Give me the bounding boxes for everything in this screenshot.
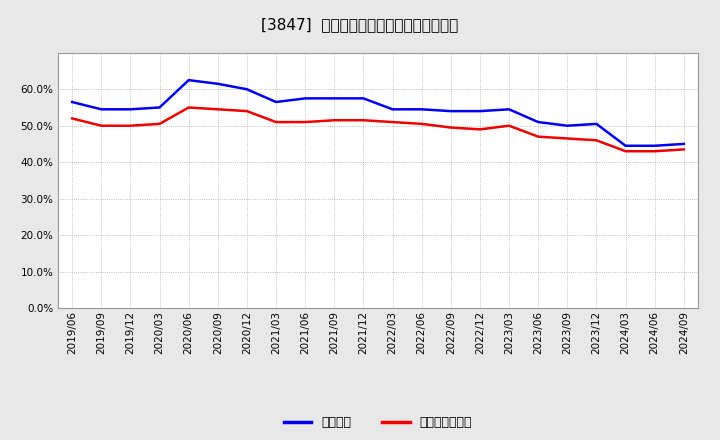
固定長期適合率 bbox=[563, 136, 572, 141]
固定比率 bbox=[213, 81, 222, 86]
固定比率 bbox=[301, 96, 310, 101]
固定比率 bbox=[68, 99, 76, 105]
Line: 固定長期適合率: 固定長期適合率 bbox=[72, 107, 684, 151]
固定比率 bbox=[446, 109, 455, 114]
固定長期適合率 bbox=[243, 109, 251, 114]
固定長期適合率 bbox=[97, 123, 106, 128]
固定比率 bbox=[156, 105, 164, 110]
固定長期適合率 bbox=[592, 138, 600, 143]
固定比率 bbox=[563, 123, 572, 128]
固定比率 bbox=[359, 96, 368, 101]
固定長期適合率 bbox=[476, 127, 485, 132]
固定長期適合率 bbox=[184, 105, 193, 110]
固定比率 bbox=[243, 87, 251, 92]
固定長期適合率 bbox=[156, 121, 164, 127]
固定比率 bbox=[126, 106, 135, 112]
固定長期適合率 bbox=[388, 119, 397, 125]
Legend: 固定比率, 固定長期適合率: 固定比率, 固定長期適合率 bbox=[279, 411, 477, 434]
固定長期適合率 bbox=[650, 149, 659, 154]
固定長期適合率 bbox=[271, 119, 280, 125]
固定長期適合率 bbox=[680, 147, 688, 152]
固定長期適合率 bbox=[359, 117, 368, 123]
固定比率 bbox=[388, 106, 397, 112]
固定比率 bbox=[534, 119, 543, 125]
固定長期適合率 bbox=[330, 117, 338, 123]
固定長期適合率 bbox=[621, 149, 630, 154]
固定比率 bbox=[97, 106, 106, 112]
固定長期適合率 bbox=[446, 125, 455, 130]
固定長期適合率 bbox=[126, 123, 135, 128]
固定比率 bbox=[330, 96, 338, 101]
固定比率 bbox=[680, 141, 688, 147]
固定長期適合率 bbox=[301, 119, 310, 125]
固定長期適合率 bbox=[213, 106, 222, 112]
固定長期適合率 bbox=[418, 121, 426, 127]
固定比率 bbox=[650, 143, 659, 148]
固定比率 bbox=[184, 77, 193, 83]
固定長期適合率 bbox=[534, 134, 543, 139]
固定比率 bbox=[418, 106, 426, 112]
Line: 固定比率: 固定比率 bbox=[72, 80, 684, 146]
Text: [3847]  固定比率、固定長期適合率の推移: [3847] 固定比率、固定長期適合率の推移 bbox=[261, 18, 459, 33]
固定長期適合率 bbox=[505, 123, 513, 128]
固定長期適合率 bbox=[68, 116, 76, 121]
固定比率 bbox=[271, 99, 280, 105]
固定比率 bbox=[621, 143, 630, 148]
固定比率 bbox=[505, 106, 513, 112]
固定比率 bbox=[592, 121, 600, 127]
固定比率 bbox=[476, 109, 485, 114]
